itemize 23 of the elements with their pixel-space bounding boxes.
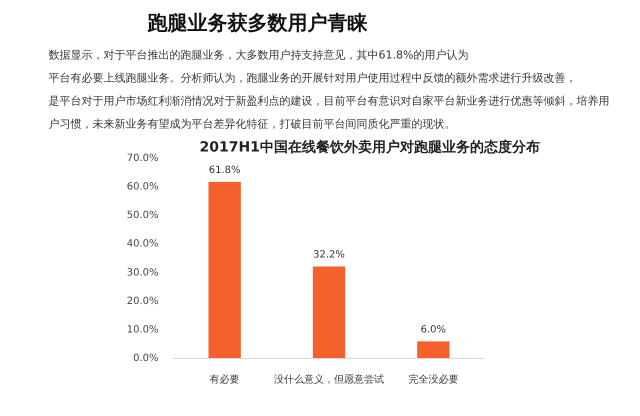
y-tick-label: 30.0% — [126, 267, 159, 278]
text: 户习惯，未来新业务有望成为平台差异化特征，打破目前平台间同质化严重的现状。 — [48, 118, 456, 130]
y-tick-label: 40.0% — [126, 238, 159, 250]
y-tick-label: 10.0% — [126, 324, 159, 336]
chart-title: 跑腿业务获多数用户青睐 — [146, 10, 368, 34]
text: 数据显示，对于平台推出的跑腿业务，大多数用户持支持意见，其中61.8%的用户认为 — [48, 48, 468, 62]
y-tick-label: 60.0% — [126, 182, 159, 193]
data-label: 61.8% — [208, 164, 241, 176]
x-tick-label: 完全没必要 — [408, 374, 458, 386]
bar — [417, 341, 450, 358]
chart-subtitle: 2017H1中国在线餐饮外卖用户对跑腿业务的态度分布 — [200, 138, 540, 156]
text: 是平台对于用户市场红利渐消情况对于新盈利点的建设，目前平台有意识对自家平台新业务进行优惠等倾斜，培养用 — [48, 94, 610, 108]
data-label: 6.0% — [420, 324, 446, 336]
y-tick-label: 50.0% — [126, 210, 159, 222]
y-tick-label: 20.0% — [126, 296, 159, 307]
bar — [312, 266, 346, 358]
y-tick-label: 70.0% — [126, 153, 159, 164]
bar — [208, 182, 241, 358]
y-tick-label: 0.0% — [133, 353, 158, 364]
x-tick-label: 没什么意义，但愿意尝试 — [274, 374, 384, 386]
data-label: 32.2% — [313, 250, 345, 260]
x-tick-label: 有必要 — [210, 374, 240, 386]
text: 平台有必要上线跑腿业务。分析师认为，跑腿业务的开展针对用户使用过程中反馈的额外需求进行升级改善， — [48, 72, 576, 84]
